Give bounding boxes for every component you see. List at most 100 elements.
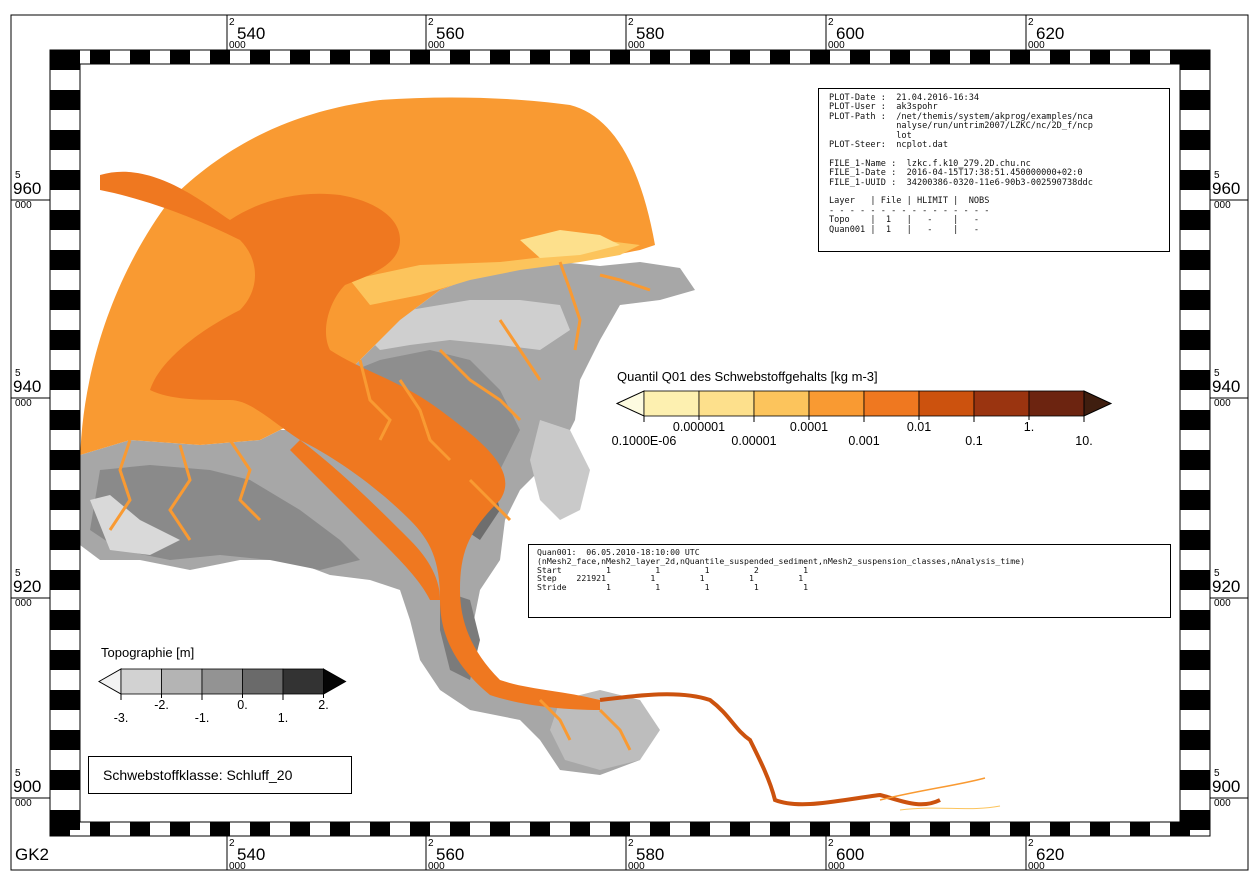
legend-swatch bbox=[201, 668, 243, 695]
legend-swatch bbox=[973, 390, 1030, 417]
y-tick-sub-left: 000 bbox=[15, 398, 32, 409]
x-tick-sup-top: 2 bbox=[428, 17, 434, 28]
x-tick-label-top: 620 bbox=[1036, 24, 1064, 43]
x-tick-label-bottom: 560 bbox=[436, 845, 464, 864]
x-tick-sub-top: 000 bbox=[628, 40, 645, 51]
x-tick-label-bottom: 620 bbox=[1036, 845, 1064, 864]
x-tick-label-bottom: 580 bbox=[636, 845, 664, 864]
legend-label-bottom: 1. bbox=[278, 711, 288, 725]
y-tick-sub-left: 000 bbox=[15, 200, 32, 211]
legend-swatch bbox=[918, 390, 975, 417]
x-tick-sub-bottom: 000 bbox=[229, 861, 246, 872]
legend-label-top: 0.01 bbox=[907, 420, 931, 434]
legend-swatch bbox=[242, 668, 284, 695]
y-tick-sup-right: 5 bbox=[1214, 170, 1220, 181]
x-tick-label-bottom: 540 bbox=[237, 845, 265, 864]
x-tick-sub-bottom: 000 bbox=[428, 861, 445, 872]
x-tick-label-top: 580 bbox=[636, 24, 664, 43]
concentration-legend: 0.1000E-06 0.00001 0.001 0.1 10. 0.000001 0.00… bbox=[612, 390, 1113, 448]
y-tick-label-left: 900 bbox=[13, 777, 41, 796]
legend-label-top: -2. bbox=[154, 698, 169, 712]
x-tick-sup-top: 2 bbox=[828, 17, 834, 28]
x-tick-label-top: 600 bbox=[836, 24, 864, 43]
graticule-border bbox=[50, 50, 1210, 836]
legend-label-top: 2. bbox=[318, 698, 328, 712]
projection-label: GK2 bbox=[15, 845, 49, 864]
topography-legend: -3. -1. 1. -2. 0. 2. bbox=[97, 668, 347, 725]
x-tick-sub-top: 000 bbox=[828, 40, 845, 51]
y-tick-sup-left: 5 bbox=[15, 170, 21, 181]
y-tick-sub-right: 000 bbox=[1214, 798, 1231, 809]
legend-swatch bbox=[643, 390, 700, 417]
y-tick-sup-left: 5 bbox=[15, 568, 21, 579]
legend-swatch bbox=[863, 390, 920, 417]
main-channel bbox=[100, 171, 600, 711]
y-tick-label-right: 940 bbox=[1212, 377, 1240, 396]
x-tick-sub-top: 000 bbox=[1028, 40, 1045, 51]
x-tick-sup-bottom: 2 bbox=[628, 838, 634, 849]
river-upstream bbox=[599, 692, 941, 807]
legend-label-top: 0. bbox=[237, 698, 247, 712]
legend-swatch bbox=[161, 668, 203, 695]
y-tick-label-right: 960 bbox=[1212, 179, 1240, 198]
x-tick-label-top: 540 bbox=[237, 24, 265, 43]
x-tick-sub-top: 000 bbox=[229, 40, 246, 51]
legend-arrow-high bbox=[323, 668, 347, 695]
y-tick-label-left: 940 bbox=[13, 377, 41, 396]
legend-swatch bbox=[120, 668, 162, 695]
y-tick-sup-left: 5 bbox=[15, 368, 21, 379]
legend-label-top: 0.000001 bbox=[673, 420, 725, 434]
legend-swatch bbox=[698, 390, 755, 417]
y-tick-sub-right: 000 bbox=[1214, 598, 1231, 609]
tidal-creeks bbox=[108, 261, 651, 751]
axis-ticks: 2540000254000025600002560000258000025800… bbox=[11, 15, 1248, 872]
estuary-map bbox=[80, 97, 1001, 811]
legend-label-bottom: 10. bbox=[1075, 434, 1092, 448]
y-tick-sub-left: 000 bbox=[15, 598, 32, 609]
y-tick-sub-left: 000 bbox=[15, 798, 32, 809]
x-tick-sup-bottom: 2 bbox=[229, 838, 235, 849]
y-tick-sup-right: 5 bbox=[1214, 368, 1220, 379]
outer-frame bbox=[10, 14, 1249, 871]
x-tick-sub-bottom: 000 bbox=[1028, 861, 1045, 872]
y-tick-sub-right: 000 bbox=[1214, 200, 1231, 211]
x-tick-sub-bottom: 000 bbox=[828, 861, 845, 872]
y-tick-sup-right: 5 bbox=[1214, 768, 1220, 779]
y-tick-label-left: 960 bbox=[13, 179, 41, 198]
legend-label-top: 1. bbox=[1024, 420, 1034, 434]
x-tick-sub-top: 000 bbox=[428, 40, 445, 51]
sediment-class-label: Schwebstoffklasse: Schluff_20 bbox=[88, 756, 352, 794]
legend-arrow-high bbox=[1083, 390, 1113, 417]
legend-label-bottom: -1. bbox=[195, 711, 210, 725]
legend-swatch bbox=[1028, 390, 1085, 417]
legend-label-bottom: 0.1 bbox=[965, 434, 982, 448]
y-tick-sub-right: 000 bbox=[1214, 398, 1231, 409]
concentration-legend-title: Quantil Q01 des Schwebstoffgehalts [kg m… bbox=[617, 369, 878, 384]
x-tick-sup-bottom: 2 bbox=[828, 838, 834, 849]
y-tick-label-left: 920 bbox=[13, 577, 41, 596]
y-tick-sup-right: 5 bbox=[1214, 568, 1220, 579]
x-tick-sup-top: 2 bbox=[1028, 17, 1034, 28]
legend-label-bottom: -3. bbox=[114, 711, 129, 725]
legend-swatch bbox=[753, 390, 810, 417]
legend-label-top: 0.0001 bbox=[790, 420, 828, 434]
coastal-shallow-zone bbox=[350, 240, 640, 305]
x-tick-label-top: 560 bbox=[436, 24, 464, 43]
legend-label-bottom: 0.00001 bbox=[731, 434, 776, 448]
x-tick-label-bottom: 600 bbox=[836, 845, 864, 864]
y-tick-sup-left: 5 bbox=[15, 768, 21, 779]
legend-label-bottom: 0.001 bbox=[848, 434, 879, 448]
x-tick-sup-top: 2 bbox=[628, 17, 634, 28]
plot-info-box: PLOT-Date : 21.04.2016-16:34 PLOT-User :… bbox=[818, 88, 1170, 252]
x-tick-sup-top: 2 bbox=[229, 17, 235, 28]
quantity-info-box: Quan001: 06.05.2010-18:10:00 UTC (nMesh2… bbox=[528, 544, 1171, 618]
legend-label-bottom: 0.1000E-06 bbox=[612, 434, 677, 448]
x-tick-sub-bottom: 000 bbox=[628, 861, 645, 872]
legend-swatch bbox=[808, 390, 865, 417]
y-tick-label-right: 920 bbox=[1212, 577, 1240, 596]
legend-swatch bbox=[282, 668, 324, 695]
x-tick-sup-bottom: 2 bbox=[428, 838, 434, 849]
x-tick-sup-bottom: 2 bbox=[1028, 838, 1034, 849]
y-tick-label-right: 900 bbox=[1212, 777, 1240, 796]
topography-legend-title: Topographie [m] bbox=[101, 645, 195, 660]
